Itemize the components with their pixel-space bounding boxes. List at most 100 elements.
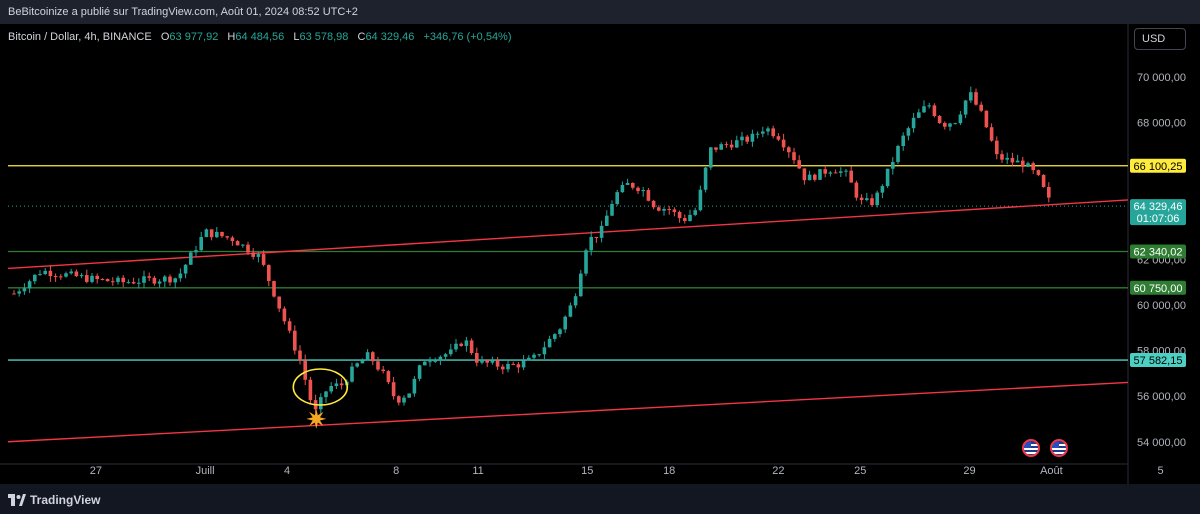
candle-body (1005, 157, 1009, 160)
y-tick-label: 56 000,00 (1137, 391, 1186, 403)
candle-body (428, 361, 432, 363)
candle-body (168, 276, 172, 283)
price-label-value: 66 100,25 (1134, 161, 1183, 173)
candle-body (1031, 163, 1035, 171)
candle-body (958, 114, 963, 124)
tradingview-logo[interactable]: TradingView (8, 492, 100, 508)
footer-bar: TradingView (0, 484, 1200, 514)
candle-body (449, 349, 453, 355)
candle-body (828, 172, 833, 174)
candle-body (298, 350, 302, 361)
candle-body (433, 360, 437, 362)
candle-body (90, 275, 94, 282)
candle-body (610, 204, 614, 216)
candle-body (802, 168, 807, 181)
candle-body (542, 347, 547, 355)
candle-body (672, 209, 677, 212)
candle-body (703, 167, 708, 190)
us-flag-icon[interactable] (1022, 439, 1040, 457)
currency-button[interactable]: USD (1134, 28, 1186, 50)
candle-body (480, 360, 484, 363)
legend-close: 64 329,46 (365, 31, 415, 43)
legend-high-label: H (227, 31, 236, 43)
candle-body (553, 334, 557, 339)
candle-body (272, 281, 276, 297)
candle-body (261, 254, 266, 265)
candle-body (547, 338, 552, 348)
y-tick-label: 54 000,00 (1137, 437, 1186, 449)
candle-body (329, 385, 333, 392)
candle-body (199, 237, 203, 251)
candle-body (1015, 160, 1020, 163)
symbol-legend: Bitcoin / Dollar, 4h, BINANCE O63 977,92… (8, 31, 518, 43)
chart-area[interactable]: 54 000,00 56 000,00 58 000,00 60 000,00 62 0… (0, 24, 1200, 484)
candle-body (714, 147, 718, 150)
candle-body (100, 279, 105, 281)
candle-body (204, 229, 209, 238)
candle-body (745, 136, 749, 142)
candle-body (215, 231, 219, 238)
candle-body (183, 264, 188, 274)
candle-body (475, 353, 479, 363)
price-label-value: 64 329,46 (1134, 201, 1183, 213)
candle-body (402, 397, 406, 403)
candle-body (256, 254, 261, 257)
candle-body (688, 214, 692, 221)
candle-body (459, 343, 463, 346)
candle-body (516, 364, 521, 368)
candle-body (943, 123, 947, 127)
candle-body (74, 271, 79, 277)
candle-body (194, 250, 198, 253)
candle-body (454, 343, 458, 350)
candle-body (698, 189, 703, 211)
us-flag-icon[interactable] (1050, 439, 1068, 457)
candle-body (53, 276, 58, 278)
candle-body (776, 136, 781, 140)
candle-body (282, 308, 287, 322)
candle-body (657, 207, 661, 211)
candle-body (85, 275, 89, 282)
candle-body (386, 371, 391, 383)
candle-body (896, 146, 900, 163)
candle-body (573, 296, 578, 306)
candle-body (537, 354, 541, 356)
y-tick-label: 68 000,00 (1137, 117, 1186, 129)
candle-body (69, 271, 73, 274)
candle-body (854, 182, 859, 198)
candle-body (95, 275, 99, 280)
candle-body (787, 147, 791, 153)
candle-body (376, 361, 380, 370)
candle-body (417, 365, 422, 379)
candle-body (355, 363, 359, 367)
price-label-box (1130, 244, 1186, 259)
candle-body (880, 186, 885, 193)
candle-body (693, 210, 697, 215)
candle-body (615, 192, 619, 205)
x-tick-label: 29 (963, 465, 975, 477)
candle-body (251, 252, 255, 257)
candle-body (438, 356, 443, 361)
candle-body (48, 270, 53, 277)
price-label-value: 57 582,15 (1134, 355, 1183, 367)
candle-body (963, 100, 968, 115)
candle-body (937, 116, 942, 124)
highlight-ellipse (292, 368, 349, 406)
candle-body (667, 208, 671, 210)
candle-body (865, 198, 869, 201)
candle-body (911, 117, 916, 129)
candle-body (792, 152, 796, 161)
candle-body (579, 273, 583, 297)
candle-body (246, 244, 250, 253)
candle-body (568, 305, 573, 317)
candle-body (412, 378, 417, 394)
candle-body (527, 357, 531, 361)
candle-body (761, 131, 765, 134)
candle-body (287, 321, 292, 331)
price-label-box (1130, 353, 1186, 368)
candle-body (423, 361, 427, 366)
legend-change: +346,76 (+0,54%) (423, 31, 512, 43)
candle-body (1041, 174, 1046, 187)
candle-body (755, 133, 760, 135)
candle-body (1010, 157, 1015, 163)
